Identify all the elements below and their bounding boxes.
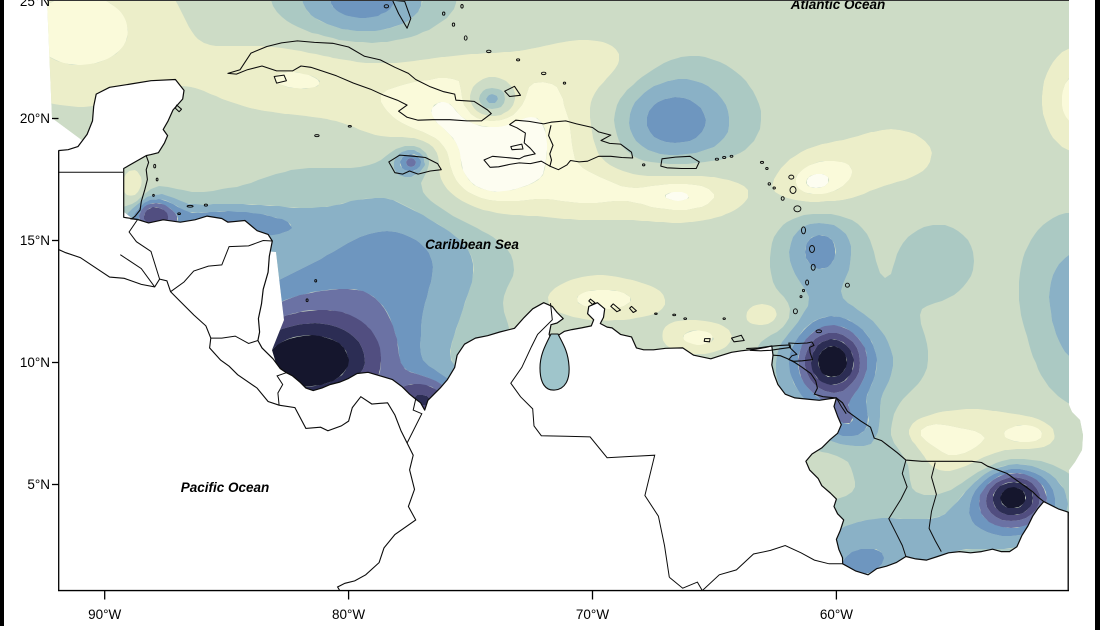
svg-text:5°N: 5°N	[27, 477, 50, 492]
svg-text:25°N: 25°N	[20, 0, 50, 9]
svg-text:20°N: 20°N	[20, 111, 50, 126]
svg-text:80°W: 80°W	[332, 607, 365, 622]
svg-text:15°N: 15°N	[20, 233, 50, 248]
svg-text:Pacific Ocean: Pacific Ocean	[181, 480, 270, 495]
svg-text:70°W: 70°W	[576, 607, 609, 622]
svg-text:60°W: 60°W	[820, 607, 853, 622]
svg-text:90°W: 90°W	[88, 607, 121, 622]
svg-text:Atlantic Ocean: Atlantic Ocean	[790, 0, 886, 12]
svg-text:10°N: 10°N	[20, 355, 50, 370]
svg-text:Caribbean Sea: Caribbean Sea	[425, 237, 519, 252]
